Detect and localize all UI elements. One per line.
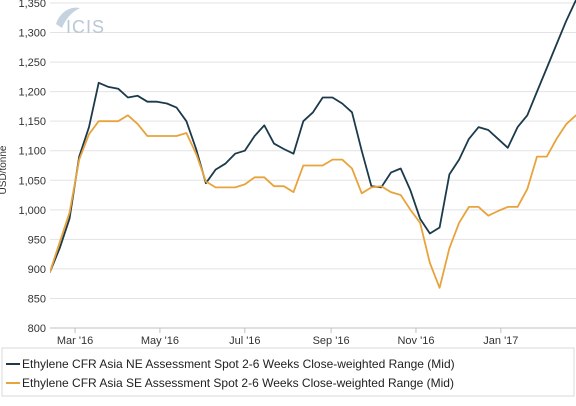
x-tick-label: Jul '16 <box>229 335 260 347</box>
series-line-se <box>50 114 576 289</box>
x-tick-label: Nov '16 <box>397 335 434 347</box>
y-tick-label: 850 <box>28 293 46 305</box>
x-tick-label: Jan '17 <box>483 335 518 347</box>
legend: Ethylene CFR Asia NE Assessment Spot 2-6… <box>1 347 575 397</box>
y-tick-label: 1,100 <box>18 146 46 158</box>
series-lines <box>50 0 576 289</box>
x-axis-ticks: Mar '16 May '16 Jul '16 Sep '16 Nov '16 Jan '… <box>57 328 518 347</box>
grid-lines <box>50 2 576 329</box>
y-tick-label: 1,350 <box>18 0 46 10</box>
y-tick-label: 900 <box>28 264 46 276</box>
x-tick-label: Sep '16 <box>313 335 350 347</box>
x-tick-label: May '16 <box>141 335 179 347</box>
y-axis-label: USD/tonne <box>0 145 9 194</box>
y-axis-tick-labels: 800 850 900 950 1,000 1,050 1,100 1,150 1,200 1,2… <box>18 0 46 335</box>
y-tick-label: 950 <box>28 234 46 246</box>
series-line-ne <box>50 0 576 273</box>
legend-label-ne: Ethylene CFR Asia NE Assessment Spot 2-6… <box>22 357 455 371</box>
y-tick-label: 800 <box>28 323 46 335</box>
y-tick-label: 1,050 <box>18 175 46 187</box>
legend-box <box>1 347 575 397</box>
y-tick-label: 1,250 <box>18 57 46 69</box>
watermark: ICIS <box>56 7 105 37</box>
x-tick-label: Mar '16 <box>57 335 93 347</box>
y-tick-label: 1,300 <box>18 28 46 40</box>
legend-label-se: Ethylene CFR Asia SE Assessment Spot 2-6… <box>22 376 454 390</box>
watermark-text: ICIS <box>66 17 105 37</box>
y-tick-label: 1,000 <box>18 205 46 217</box>
y-tick-label: 1,200 <box>18 87 46 99</box>
icis-swoosh-logo <box>56 7 80 28</box>
y-tick-label: 1,150 <box>18 116 46 128</box>
